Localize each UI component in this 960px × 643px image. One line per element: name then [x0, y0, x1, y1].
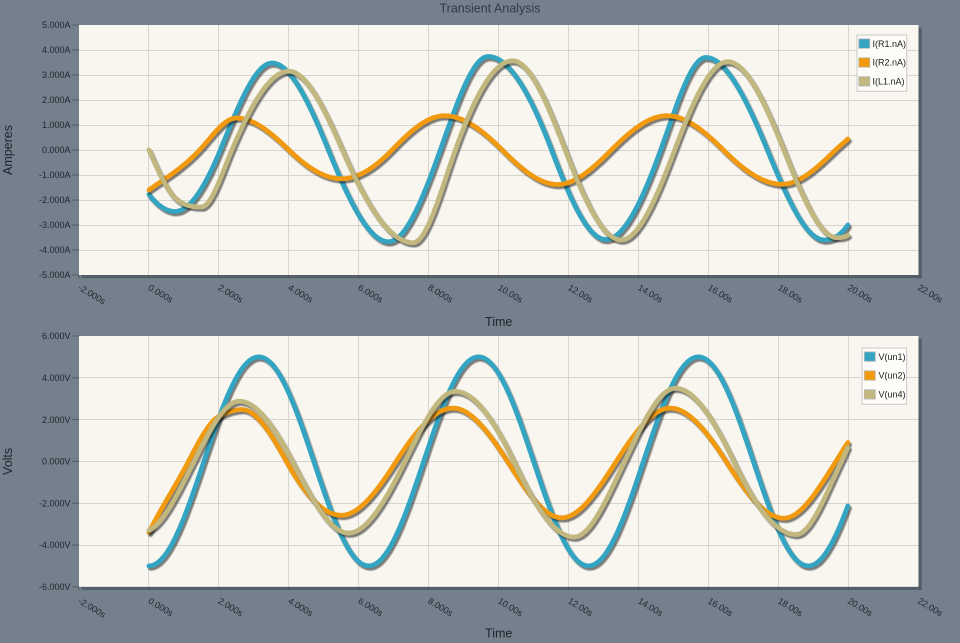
svg-text:4.000V: 4.000V	[42, 373, 71, 383]
svg-text:Time: Time	[485, 627, 512, 641]
svg-text:Time: Time	[485, 315, 512, 329]
svg-text:3.000A: 3.000A	[42, 70, 71, 80]
svg-text:V(un4): V(un4)	[879, 390, 906, 400]
svg-text:-3.000A: -3.000A	[39, 220, 71, 230]
svg-text:0.000A: 0.000A	[42, 145, 71, 155]
svg-text:-4.000A: -4.000A	[39, 245, 71, 255]
svg-text:2.000V: 2.000V	[42, 415, 71, 425]
svg-text:6.000V: 6.000V	[42, 331, 71, 341]
svg-text:-5.000A: -5.000A	[39, 270, 71, 280]
svg-text:Volts: Volts	[1, 448, 15, 475]
svg-text:-6.000V: -6.000V	[39, 582, 71, 592]
svg-text:0.000V: 0.000V	[42, 457, 71, 467]
svg-text:-4.000V: -4.000V	[39, 540, 71, 550]
svg-text:5.000A: 5.000A	[42, 20, 71, 30]
svg-text:V(un2): V(un2)	[879, 371, 906, 381]
svg-text:Amperes: Amperes	[1, 125, 15, 175]
svg-text:I(R1.nA): I(R1.nA)	[873, 39, 907, 49]
svg-text:1.000A: 1.000A	[42, 120, 71, 130]
svg-text:I(R2.nA): I(R2.nA)	[873, 58, 907, 68]
svg-text:-2.000A: -2.000A	[39, 195, 71, 205]
svg-text:V(un1): V(un1)	[879, 352, 906, 362]
svg-text:I(L1.nA): I(L1.nA)	[873, 77, 905, 87]
svg-text:Transient Analysis: Transient Analysis	[440, 2, 541, 16]
svg-text:-2.000V: -2.000V	[39, 498, 71, 508]
svg-text:4.000A: 4.000A	[42, 45, 71, 55]
svg-text:2.000A: 2.000A	[42, 95, 71, 105]
svg-text:-1.000A: -1.000A	[39, 170, 71, 180]
